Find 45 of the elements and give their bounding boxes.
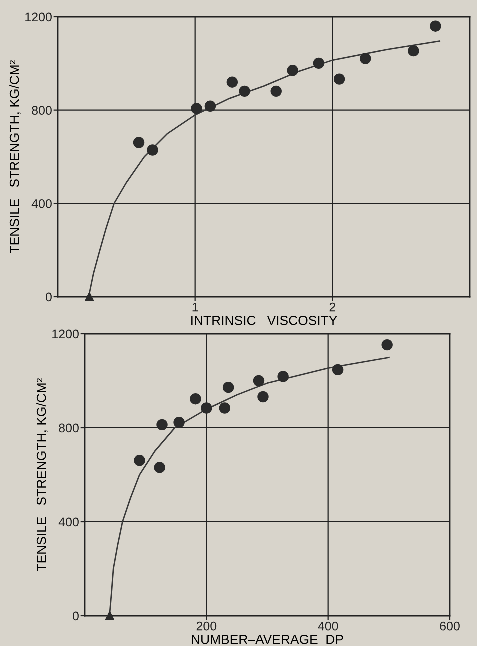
point bbox=[133, 137, 145, 148]
point bbox=[147, 144, 158, 156]
y-tick-label: 1200 bbox=[52, 330, 79, 339]
point bbox=[226, 76, 238, 88]
y-tick-label: 400 bbox=[32, 199, 52, 208]
point bbox=[204, 100, 216, 112]
point bbox=[105, 612, 114, 620]
x-tick-label: 400 bbox=[318, 622, 338, 631]
x-tick-label: 1 bbox=[192, 303, 198, 312]
point bbox=[287, 65, 298, 76]
point bbox=[270, 86, 282, 98]
x-tick-label: 600 bbox=[440, 622, 460, 631]
x-tick-label: 2 bbox=[330, 302, 336, 312]
point bbox=[360, 53, 372, 64]
point bbox=[219, 402, 231, 414]
point bbox=[190, 393, 202, 405]
point bbox=[332, 364, 344, 376]
y-tick-label: 400 bbox=[58, 518, 79, 527]
point bbox=[154, 462, 166, 474]
point bbox=[313, 58, 325, 70]
y-axis-title: TENSILE STRENGTH, KG/CM² bbox=[36, 378, 48, 572]
y-tick-label: 800 bbox=[59, 424, 79, 433]
x-axis-title: INTRINSIC VISCOSITY bbox=[192, 316, 338, 326]
point bbox=[408, 45, 420, 57]
point bbox=[382, 339, 393, 351]
y-tick-label: 800 bbox=[32, 106, 52, 115]
point bbox=[191, 103, 202, 114]
point bbox=[156, 419, 168, 431]
point bbox=[278, 371, 289, 382]
y-tick-label: 1200 bbox=[26, 12, 52, 22]
point bbox=[430, 20, 442, 32]
x-tick-label: 200 bbox=[196, 622, 217, 631]
point bbox=[222, 382, 234, 394]
point bbox=[134, 455, 146, 466]
point bbox=[85, 292, 94, 302]
y-tick-label: 0 bbox=[46, 292, 52, 302]
x-axis-title: NUMBER–AVERAGE DP bbox=[192, 634, 344, 644]
point bbox=[201, 402, 212, 414]
point bbox=[258, 391, 269, 403]
point bbox=[174, 416, 185, 428]
y-tick-label: 0 bbox=[72, 612, 79, 621]
point bbox=[334, 74, 346, 85]
point bbox=[253, 375, 265, 387]
y-axis-title: TENSILE STRENGTH, KG/CM² bbox=[10, 60, 21, 254]
point bbox=[239, 86, 250, 98]
